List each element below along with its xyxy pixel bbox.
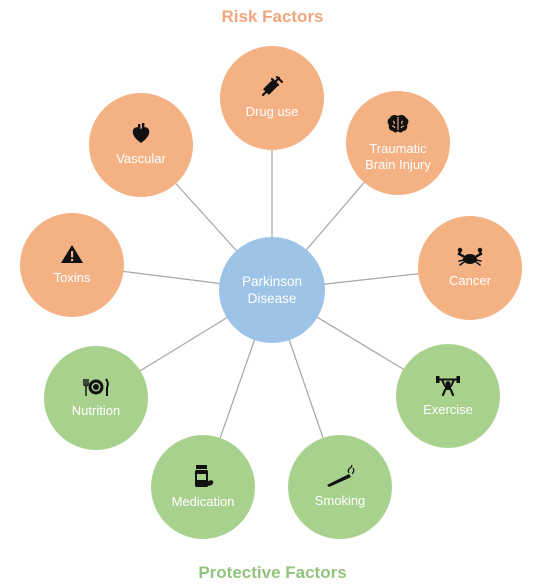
risk-node-vascular: Vascular (89, 93, 193, 197)
crab-icon (457, 247, 483, 266)
pill-bottle-icon (195, 465, 214, 487)
risk-label-tbi-line1: Traumatic (369, 141, 427, 156)
syringe-icon (261, 76, 284, 97)
protective-label-nutrition: Nutrition (71, 403, 121, 418)
protective-node-medication: Medication (151, 435, 255, 539)
risk-label-drug-use: Drug use (245, 104, 299, 119)
cigarette-icon (327, 465, 355, 487)
protective-label-medication: Medication (171, 494, 235, 509)
risk-label-tbi-line2: Brain Injury (365, 157, 431, 172)
risk-factors-heading: Risk Factors (221, 7, 324, 26)
protective-label-smoking: Smoking (314, 493, 366, 508)
risk-node-traumatic-brain-injury: Traumatic Brain Injury (346, 91, 450, 195)
weightlifter-icon (436, 376, 460, 396)
center-node-parkinson-disease: Parkinson Disease (219, 237, 325, 343)
center-label-line1: Parkinson (241, 274, 303, 289)
center-label-line2: Disease (247, 291, 297, 306)
risk-label-cancer: Cancer (449, 273, 491, 288)
risk-node-drug-use: Drug use (220, 46, 324, 150)
brain-icon (387, 114, 409, 133)
plate-cutlery-icon (83, 378, 109, 396)
protective-factors-heading: Protective Factors (198, 563, 347, 582)
warning-icon (61, 245, 83, 263)
protective-label-exercise: Exercise (423, 402, 473, 417)
protective-node-nutrition: Nutrition (44, 346, 148, 450)
protective-node-smoking: Smoking (288, 435, 392, 539)
risk-label-vascular: Vascular (116, 151, 166, 166)
protective-node-exercise: Exercise (396, 344, 500, 448)
heart-icon (132, 123, 150, 143)
risk-label-toxins: Toxins (53, 270, 91, 285)
risk-node-toxins: Toxins (20, 213, 124, 317)
risk-node-cancer: Cancer (418, 216, 522, 320)
